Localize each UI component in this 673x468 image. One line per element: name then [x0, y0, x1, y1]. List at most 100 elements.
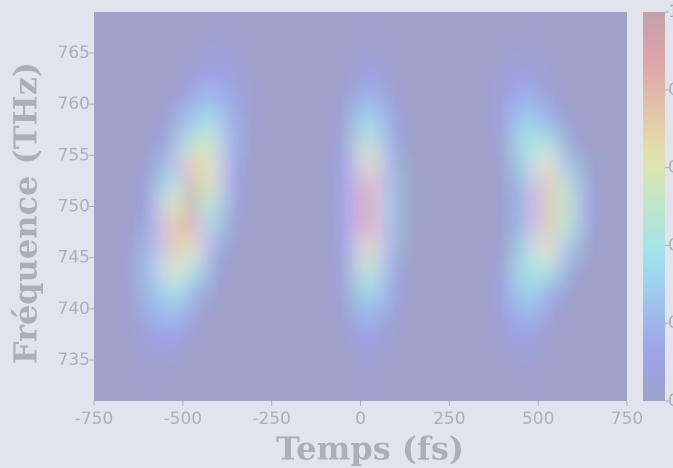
y-axis-label: Fréquence (THz) [7, 62, 45, 364]
heatmap-cell [217, 134, 237, 156]
heatmap-cell [413, 277, 433, 300]
heatmap-cell [555, 93, 575, 115]
heatmap-cell [164, 236, 184, 259]
heatmap-cell [306, 12, 326, 33]
heatmap-cell [395, 236, 415, 259]
heatmap-cell [573, 72, 592, 95]
heatmap-cell [253, 12, 273, 33]
heatmap-cell [164, 12, 184, 33]
heatmap-cell [253, 31, 273, 54]
heatmap-cell [111, 318, 131, 341]
heatmap-cell [200, 12, 219, 33]
heatmap-cell [306, 31, 326, 54]
heatmap-cell [484, 12, 504, 33]
heatmap-cell [324, 175, 344, 197]
heatmap-cell [235, 298, 255, 320]
heatmap-cell [146, 134, 166, 156]
heatmap-cell [271, 113, 290, 136]
heatmap-cell [94, 257, 113, 279]
heatmap-cell [537, 113, 557, 136]
heatmap-cell [466, 380, 486, 401]
heatmap-cell [306, 318, 326, 341]
heatmap-cell [306, 175, 326, 197]
heatmap-cell [537, 359, 557, 382]
heatmap-cell [395, 175, 415, 197]
heatmap-cell [253, 339, 273, 361]
heatmap-cell [590, 175, 610, 197]
heatmap-cell [519, 298, 539, 320]
heatmap-cell [217, 12, 237, 33]
heatmap-cell [608, 298, 627, 320]
heatmap-cell [146, 339, 166, 361]
heatmap-cell [182, 339, 202, 361]
heatmap-cell [111, 216, 131, 238]
heatmap-cell [431, 175, 450, 197]
heatmap-cell [271, 72, 290, 95]
heatmap-cell [502, 175, 521, 197]
heatmap-cell [395, 93, 415, 115]
heatmap-cell [182, 298, 202, 320]
heatmap-cell [111, 339, 131, 361]
heatmap-cell [129, 298, 148, 320]
heatmap-cell [146, 12, 166, 33]
heatmap-cell [360, 216, 379, 238]
heatmap-cell [484, 175, 504, 197]
heatmap-cell [342, 195, 361, 218]
heatmap-cell [537, 298, 557, 320]
heatmap-cell [288, 359, 308, 382]
heatmap-cell [342, 134, 361, 156]
heatmap-cell [271, 298, 290, 320]
heatmap-cell [129, 52, 148, 74]
heatmap-cell [111, 31, 131, 54]
heatmap-cell [431, 12, 450, 33]
heatmap-cell [555, 277, 575, 300]
heatmap-cell [590, 236, 610, 259]
heatmap-cell [324, 195, 344, 218]
heatmap-cell [484, 93, 504, 115]
heatmap-cell [537, 195, 557, 218]
heatmap-cell [466, 72, 486, 95]
heatmap-cell [182, 359, 202, 382]
heatmap-cell [306, 113, 326, 136]
heatmap-cell [448, 52, 468, 74]
heatmap-cell [573, 134, 592, 156]
heatmap-cell [146, 318, 166, 341]
heatmap-cell [608, 318, 627, 341]
heatmap-cell [271, 359, 290, 382]
heatmap-cell [217, 359, 237, 382]
heatmap-cell [200, 339, 219, 361]
heatmap-cell [590, 154, 610, 177]
heatmap-cell [608, 52, 627, 74]
heatmap-cell [182, 72, 202, 95]
heatmap-cell [466, 318, 486, 341]
heatmap-cell [129, 175, 148, 197]
heatmap-cell [377, 380, 397, 401]
heatmap-cell [306, 93, 326, 115]
heatmap-cell [590, 359, 610, 382]
heatmap-cell [94, 195, 113, 218]
heatmap-cell [324, 154, 344, 177]
heatmap-cell [217, 318, 237, 341]
heatmap-cell [537, 216, 557, 238]
heatmap-cell [288, 52, 308, 74]
heatmap-cell [288, 72, 308, 95]
heatmap-cell [484, 154, 504, 177]
heatmap-cell [342, 380, 361, 401]
heatmap-cell [129, 339, 148, 361]
heatmap-cell [271, 31, 290, 54]
heatmap-cell [164, 154, 184, 177]
heatmap-cell [306, 298, 326, 320]
heatmap-cell [590, 380, 610, 401]
heatmap-cell [164, 339, 184, 361]
heatmap-cell [590, 134, 610, 156]
heatmap-cell [182, 175, 202, 197]
heatmap-cell [271, 134, 290, 156]
heatmap-cell [484, 31, 504, 54]
heatmap-cell [466, 31, 486, 54]
heatmap-cell [200, 236, 219, 259]
heatmap-cell [253, 236, 273, 259]
heatmap-cell [573, 113, 592, 136]
heatmap-cell [342, 236, 361, 259]
heatmap-cell [377, 52, 397, 74]
heatmap-cell [377, 277, 397, 300]
